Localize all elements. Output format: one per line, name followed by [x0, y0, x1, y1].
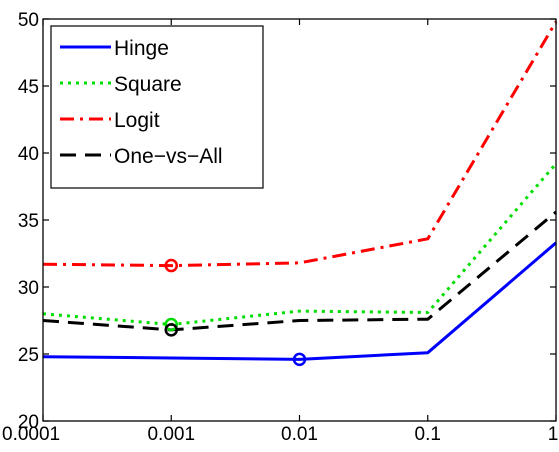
legend-label: One−vs−All	[114, 145, 223, 168]
y-tick-label: 50	[18, 10, 39, 31]
y-tick-label: 20	[18, 412, 39, 433]
x-tick-label: 0.0001	[2, 424, 60, 445]
series-marker-0	[292, 352, 307, 367]
legend-label: Hinge	[114, 37, 169, 60]
series-marker-2	[164, 258, 178, 273]
y-tick-label: 45	[18, 77, 39, 98]
y-tick-label: 35	[18, 211, 39, 232]
x-tick-label: 0.01	[281, 424, 318, 445]
series-line-3	[42, 210, 557, 332]
y-tick-label: 30	[18, 278, 39, 299]
legend-label: Square	[114, 73, 182, 96]
series-line-0	[42, 241, 557, 361]
series-layer	[42, 20, 558, 367]
x-tick-label: 1	[548, 424, 559, 445]
legend-box	[50, 25, 264, 189]
series-line-2	[42, 20, 558, 268]
series-line-1	[42, 162, 558, 326]
x-tick-label: 0.001	[147, 424, 195, 445]
ticks-layer: 20 25 30 35 40 45 50 0.0001 0.001 0.01 0.1 1	[2, 10, 558, 445]
series-marker-1	[164, 317, 178, 332]
y-tick-label: 40	[18, 144, 39, 165]
y-tick-label: 25	[18, 345, 39, 366]
series-marker-3	[164, 323, 178, 337]
x-tick-label: 0.1	[415, 424, 441, 445]
legend: Hinge Square Logit One−vs−All	[50, 25, 264, 189]
legend-label: Logit	[114, 109, 160, 132]
